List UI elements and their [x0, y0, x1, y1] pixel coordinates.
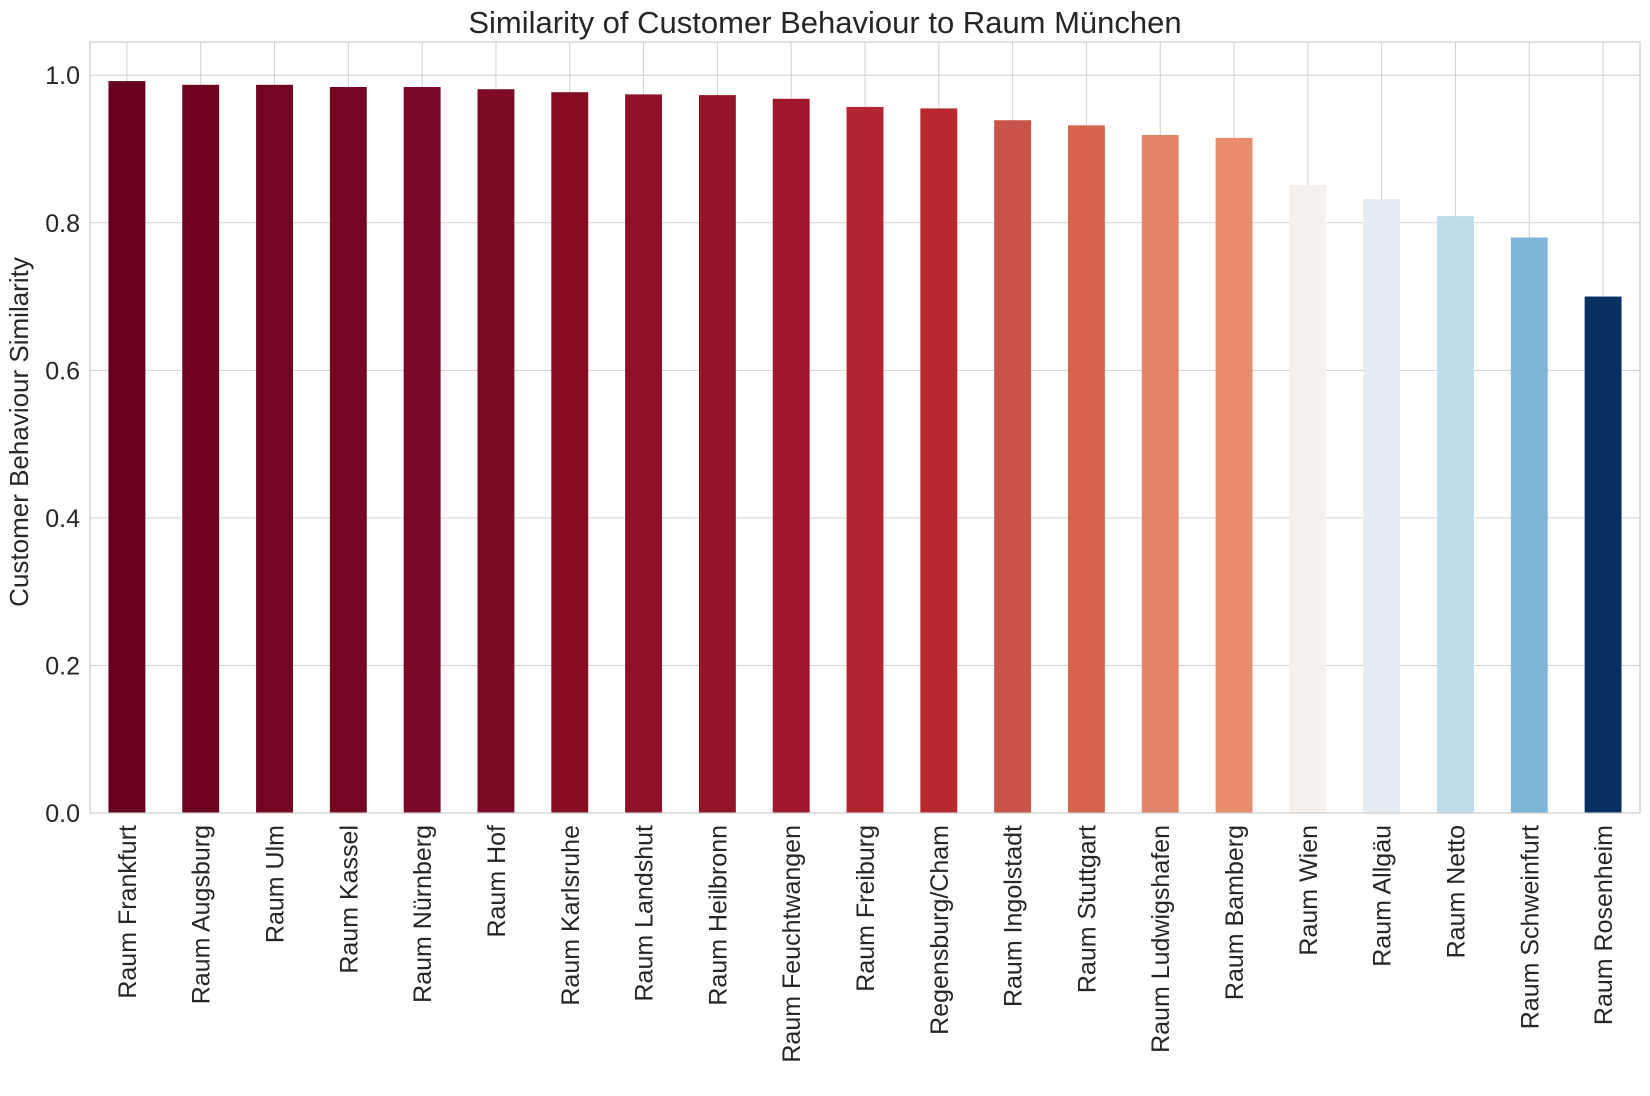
x-tick-label: Raum Freiburg	[852, 825, 880, 992]
bar	[551, 92, 589, 813]
bar	[1289, 185, 1327, 814]
bar	[994, 120, 1032, 814]
x-tick-label: Raum Ulm	[262, 825, 290, 943]
bar	[1510, 237, 1548, 814]
bars	[108, 81, 1622, 814]
y-axis-label: Customer Behaviour Similarity	[4, 257, 34, 607]
x-tick-label: Raum Frankfurt	[114, 825, 142, 999]
bar	[1584, 296, 1622, 814]
bar	[1363, 199, 1401, 814]
bar	[772, 98, 810, 813]
bar	[698, 95, 736, 814]
x-tick-label: Raum Wien	[1295, 825, 1323, 956]
bar	[1215, 137, 1253, 813]
y-axis-ticks: 0.0 0.2 0.4 0.6 0.8 1.0	[45, 62, 80, 828]
bar	[403, 87, 441, 814]
x-tick-label: Raum Bamberg	[1221, 825, 1249, 1000]
y-tick-label: 1.0	[45, 62, 80, 90]
bar	[625, 94, 663, 814]
x-tick-label: Raum Landshut	[631, 825, 659, 1002]
x-tick-label: Raum Rosenheim	[1590, 825, 1618, 1025]
bar	[920, 108, 958, 813]
x-tick-label: Raum Schweinfurt	[1516, 825, 1544, 1029]
y-tick-label: 0.0	[45, 800, 80, 828]
x-tick-label: Raum Hof	[483, 825, 511, 938]
x-axis-ticks: Raum Frankfurt Raum Augsburg Raum Ulm Raum …	[114, 825, 1618, 1063]
x-tick-label: Raum Netto	[1442, 825, 1470, 958]
bar	[1067, 125, 1105, 814]
x-tick-label: Raum Feuchtwangen	[778, 825, 806, 1063]
y-tick-label: 0.6	[45, 357, 80, 385]
bar	[182, 84, 220, 813]
chart-title: Similarity of Customer Behaviour to Raum…	[468, 5, 1181, 40]
y-tick-label: 0.4	[45, 505, 80, 533]
bar	[1141, 134, 1179, 814]
x-tick-label: Raum Ludwigshafen	[1147, 825, 1175, 1053]
x-tick-label: Raum Nürnberg	[409, 825, 437, 1003]
y-tick-label: 0.2	[45, 652, 80, 680]
x-tick-label: Raum Ingolstadt	[1000, 825, 1028, 1007]
x-tick-label: Raum Allgäu	[1369, 825, 1397, 967]
plot-frame	[89, 41, 1641, 814]
bar	[329, 87, 367, 814]
x-tick-label: Raum Kassel	[335, 825, 363, 974]
x-tick-label: Raum Heilbronn	[704, 825, 732, 1006]
bar	[108, 81, 146, 814]
bar	[477, 89, 515, 814]
y-tick-label: 0.8	[45, 210, 80, 238]
x-tick-label: Raum Stuttgart	[1073, 825, 1101, 993]
x-tick-label: Raum Karlsruhe	[557, 825, 585, 1006]
bar	[846, 106, 884, 813]
bar	[256, 84, 293, 813]
x-tick-label: Regensburg/Cham	[926, 825, 954, 1035]
bar	[1437, 216, 1474, 813]
x-tick-label: Raum Augsburg	[188, 825, 216, 1004]
